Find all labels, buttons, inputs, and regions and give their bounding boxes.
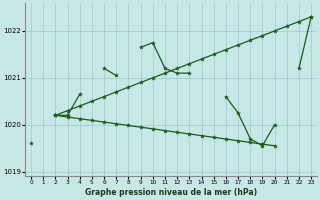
X-axis label: Graphe pression niveau de la mer (hPa): Graphe pression niveau de la mer (hPa) [85,188,257,197]
